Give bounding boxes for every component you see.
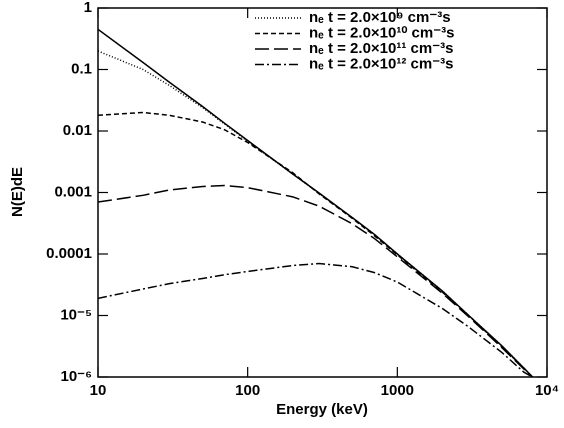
y-tick-label: 0.0001 <box>46 245 92 262</box>
series-line <box>98 184 534 377</box>
x-tick-label: 100 <box>235 382 260 399</box>
y-tick-label: 1 <box>84 0 92 16</box>
legend-label: nₑ t = 2.0×10¹¹ cm⁻³s <box>309 40 453 57</box>
series-line <box>98 50 534 377</box>
y-tick-label: 0.001 <box>54 183 92 200</box>
y-axis-label: N(E)dE <box>9 167 26 217</box>
series-line <box>98 111 534 377</box>
x-axis-label: Energy (keV) <box>276 401 368 418</box>
y-tick-label: 0.01 <box>63 122 92 139</box>
series-line <box>98 262 533 377</box>
legend-label: nₑ t = 2.0×10⁹ cm⁻³s <box>309 9 451 26</box>
y-tick-label: 10⁻⁵ <box>60 306 92 323</box>
y-tick-label: 10⁻⁶ <box>60 368 92 385</box>
x-tick-label: 1000 <box>381 382 414 399</box>
y-tick-label: 0.1 <box>71 60 92 77</box>
x-tick-label: 10 <box>90 382 107 399</box>
x-tick-label: 10⁴ <box>535 382 559 399</box>
legend-label: nₑ t = 2.0×10¹² cm⁻³s <box>309 55 453 72</box>
legend-label: nₑ t = 2.0×10¹⁰ cm⁻³s <box>309 24 454 41</box>
